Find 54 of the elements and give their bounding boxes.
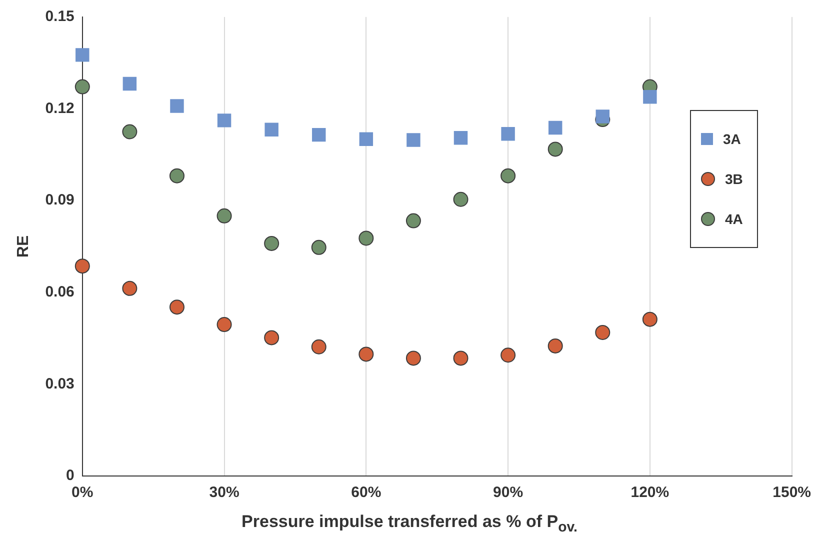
point bbox=[264, 122, 278, 136]
point bbox=[596, 110, 610, 124]
y-tick-label: 0.09 bbox=[45, 192, 74, 209]
point bbox=[501, 127, 515, 141]
point bbox=[311, 339, 326, 354]
y-tick-label: 0.15 bbox=[45, 8, 74, 26]
y-axis-title: RE bbox=[15, 235, 32, 258]
point bbox=[453, 350, 468, 366]
point bbox=[595, 324, 610, 340]
point bbox=[217, 114, 232, 128]
point bbox=[76, 48, 90, 62]
point bbox=[122, 280, 138, 296]
point bbox=[453, 192, 468, 207]
point bbox=[358, 346, 374, 362]
point bbox=[500, 348, 516, 363]
point bbox=[548, 120, 562, 135]
x-tick-label: 120% bbox=[630, 484, 670, 502]
x-tick-label: 30% bbox=[209, 484, 240, 502]
x-tick-label: 60% bbox=[351, 484, 382, 502]
point bbox=[358, 230, 374, 246]
point bbox=[643, 90, 657, 104]
x-tick-label: 0% bbox=[72, 484, 94, 502]
point bbox=[169, 168, 184, 184]
y-tick-label: 0 bbox=[66, 467, 74, 484]
x-tick-label: 90% bbox=[493, 484, 524, 502]
point bbox=[74, 258, 90, 274]
point bbox=[264, 236, 280, 251]
point bbox=[122, 124, 138, 140]
legend-label: 3B bbox=[724, 170, 743, 189]
point bbox=[548, 338, 563, 354]
point bbox=[169, 300, 184, 315]
point bbox=[406, 133, 420, 147]
point bbox=[406, 350, 421, 366]
x-tick-label: 150% bbox=[772, 484, 812, 502]
point bbox=[406, 213, 421, 228]
point bbox=[311, 240, 326, 255]
point bbox=[216, 317, 232, 332]
point bbox=[170, 99, 184, 113]
point bbox=[312, 128, 326, 142]
point bbox=[122, 76, 137, 91]
point bbox=[500, 168, 516, 184]
y-tick-label: 0.06 bbox=[45, 284, 74, 301]
point bbox=[454, 131, 468, 145]
point bbox=[548, 142, 563, 157]
legend-label: 3A bbox=[722, 130, 742, 149]
point bbox=[74, 79, 90, 94]
y-tick-label: 0.12 bbox=[45, 100, 74, 117]
point bbox=[216, 208, 232, 224]
point bbox=[264, 330, 280, 346]
x-axis-title: Pressure impulse transferred as % of P$_{ov.}$ bbox=[240, 512, 578, 536]
point bbox=[642, 312, 658, 327]
y-tick-label: 0.03 bbox=[45, 375, 74, 392]
point bbox=[359, 132, 374, 146]
legend-label: 4A bbox=[724, 210, 743, 229]
